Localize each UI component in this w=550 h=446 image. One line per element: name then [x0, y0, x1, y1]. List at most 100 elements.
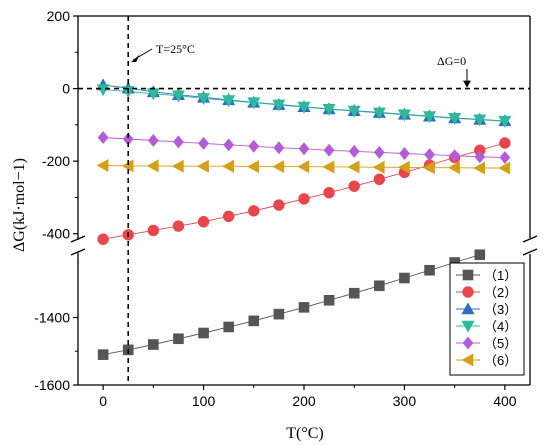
legend-marker — [461, 302, 475, 315]
series-markers — [96, 78, 512, 360]
series-line-2 — [103, 142, 506, 240]
data-point — [273, 141, 285, 155]
data-point — [196, 159, 209, 173]
data-point — [298, 142, 310, 156]
data-point — [498, 115, 512, 128]
x-tick-label: 0 — [99, 393, 107, 409]
data-point — [449, 149, 461, 163]
data-point — [424, 264, 435, 276]
data-point — [97, 131, 109, 145]
legend-box — [449, 262, 525, 376]
data-point — [173, 333, 184, 345]
y-tick-label: -200 — [42, 153, 70, 169]
legend-label: （2） — [484, 285, 517, 300]
data-point — [473, 161, 486, 175]
axis-break-mark — [522, 248, 538, 256]
legend-label: （3） — [484, 302, 517, 317]
annotations: T=25°C ΔG=0 — [156, 42, 466, 68]
axis-break-mark — [522, 235, 538, 243]
data-point — [198, 136, 209, 150]
data-point — [499, 137, 511, 149]
data-point — [498, 161, 511, 175]
data-point — [422, 161, 435, 175]
data-point — [373, 173, 386, 185]
hline-annotation-arrowhead — [463, 80, 471, 88]
data-point — [348, 180, 360, 192]
data-point — [373, 145, 385, 159]
legend: （1） （2） （3） （4） （5） （6） — [449, 262, 525, 376]
legend-marker — [462, 269, 474, 281]
ticks: 0 100 200 300 400 200 0 -200 -400 -1400 -1600 — [34, 8, 517, 409]
data-point — [297, 101, 311, 114]
data-point — [96, 158, 109, 173]
y-tick-label: 200 — [47, 8, 71, 24]
x-tick-label: 300 — [393, 393, 417, 409]
vline-annotation-arrowhead — [131, 55, 140, 62]
data-point — [247, 97, 261, 110]
series-lines — [103, 84, 506, 356]
data-point — [171, 90, 185, 103]
legend-label: （5） — [484, 336, 517, 351]
data-point — [397, 109, 411, 122]
data-point — [298, 193, 310, 205]
data-point — [448, 113, 462, 125]
data-point — [347, 160, 360, 174]
hline-annotation: ΔG=0 — [437, 54, 466, 68]
series-line-1 — [103, 254, 480, 356]
data-point — [223, 321, 234, 333]
data-point — [248, 205, 260, 217]
data-point — [372, 160, 385, 174]
x-axis-label: T(°C) — [286, 425, 324, 442]
x-tick-label: 400 — [493, 393, 517, 409]
vline-annotation: T=25°C — [156, 42, 195, 56]
data-point — [397, 160, 410, 174]
data-point — [97, 233, 109, 245]
data-point — [272, 99, 286, 112]
data-point — [222, 210, 235, 222]
data-point — [273, 308, 285, 320]
data-point — [222, 95, 236, 108]
data-point — [197, 93, 211, 105]
y-axis-label: ΔG(kJ·mol−1) — [11, 158, 28, 252]
data-point — [399, 147, 410, 160]
data-point — [222, 159, 234, 173]
data-point — [273, 199, 285, 211]
data-point — [374, 280, 385, 292]
legend-label: （6） — [484, 353, 517, 368]
data-point — [399, 272, 410, 284]
x-tick-label: 100 — [192, 393, 216, 409]
data-point — [473, 114, 487, 127]
legend-marker — [462, 336, 474, 350]
data-point — [323, 294, 335, 306]
data-point — [198, 327, 209, 339]
data-point — [298, 302, 310, 313]
data-point — [348, 287, 360, 299]
legend-label: （1） — [484, 268, 517, 283]
data-point — [171, 159, 184, 173]
data-point — [146, 159, 159, 173]
data-point — [423, 111, 437, 124]
data-point — [147, 133, 159, 147]
data-point — [322, 103, 336, 116]
y-tick-label: -1400 — [34, 310, 70, 326]
axis-break-gap — [72, 240, 84, 252]
data-point — [147, 224, 160, 237]
x-tick-label: 200 — [292, 393, 316, 409]
data-point — [197, 216, 210, 228]
axis-break-mark — [70, 248, 86, 256]
data-point — [474, 249, 486, 261]
legend-marker — [461, 320, 475, 333]
axis-break-gap — [524, 240, 536, 252]
data-point — [474, 150, 486, 164]
data-point — [272, 160, 285, 174]
data-point — [372, 107, 386, 120]
data-point — [347, 105, 361, 118]
data-point — [424, 148, 435, 162]
data-point — [499, 151, 511, 164]
data-point — [96, 84, 110, 97]
y-tick-label: -1600 — [34, 377, 70, 393]
data-point — [297, 160, 310, 174]
data-point — [248, 315, 260, 327]
data-point — [323, 187, 335, 199]
